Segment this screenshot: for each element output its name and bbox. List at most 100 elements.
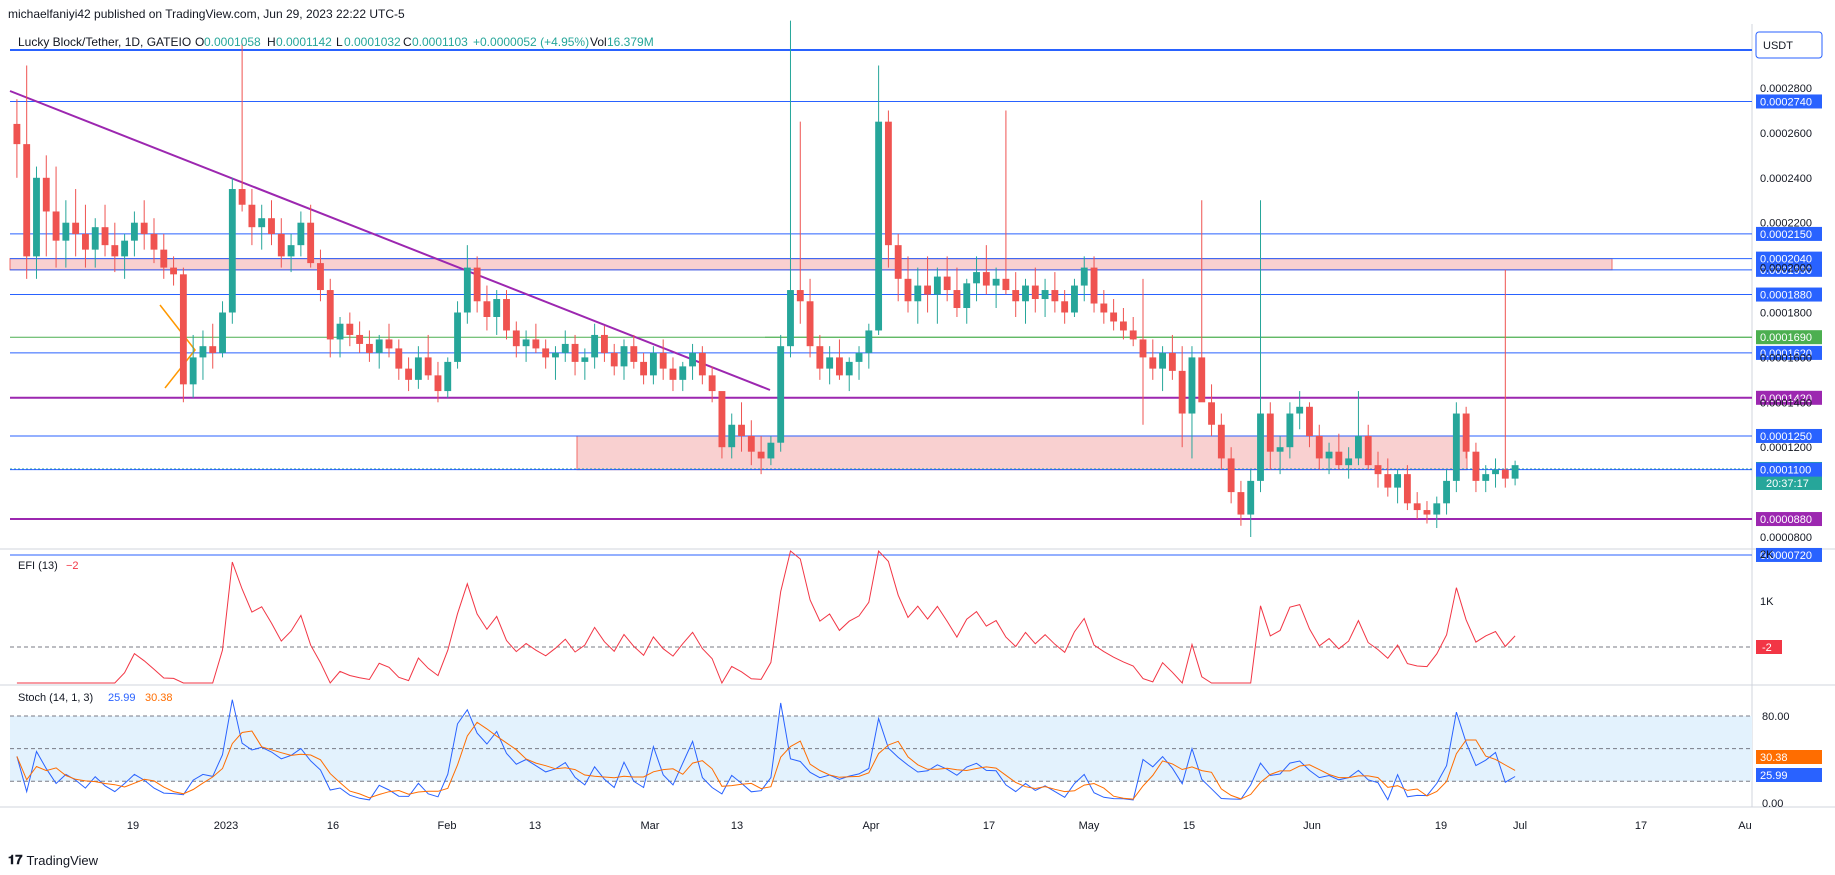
time-tick-label: Feb xyxy=(438,820,457,832)
time-tick-label: 17 xyxy=(1635,820,1647,832)
candle-body xyxy=(689,352,696,367)
candle-body xyxy=(826,357,834,369)
candle-body xyxy=(1041,290,1049,300)
stoch-k-line xyxy=(16,699,1516,801)
candle-body xyxy=(62,222,70,241)
candle-body xyxy=(1443,480,1450,504)
candle-body xyxy=(365,343,373,353)
candle-body xyxy=(1237,492,1245,515)
candle-body xyxy=(179,274,187,385)
triangle-pattern[interactable] xyxy=(159,304,196,389)
candle-body xyxy=(1472,451,1480,481)
price-tick-label: 0.0002600 xyxy=(1760,128,1812,140)
candle-body xyxy=(1080,267,1088,286)
candle-body xyxy=(1511,465,1519,479)
candle-body xyxy=(767,442,775,459)
price-badge[interactable] xyxy=(1756,94,1822,109)
price-badge[interactable] xyxy=(1756,287,1822,302)
support-zone[interactable] xyxy=(576,435,1468,471)
price-badge[interactable] xyxy=(1756,547,1822,562)
candle-body xyxy=(101,227,109,246)
candle-body xyxy=(757,451,765,459)
price-badge[interactable] xyxy=(1756,262,1822,277)
price-badge-label: 0.0000720 xyxy=(1760,550,1812,562)
candle-body xyxy=(130,222,138,241)
tradingview-logo-icon[interactable]: 𝟏𝟕 xyxy=(8,852,23,867)
candle-body xyxy=(1188,357,1196,414)
time-tick-label: May xyxy=(1079,820,1100,832)
efi-pane: EFI (13) −2 2K 1K -2 xyxy=(10,549,1782,685)
price-tick-label: 0.0001600 xyxy=(1760,352,1812,364)
price-badge[interactable] xyxy=(1756,251,1822,266)
price-badge[interactable] xyxy=(1756,512,1822,527)
price-badge[interactable] xyxy=(1756,345,1822,360)
time-axis[interactable]: 19 2023 16 Feb 13 Mar 13 Apr 17 May 15 Jun 19 Jul 17 Au xyxy=(127,820,1752,832)
candle-body xyxy=(1247,480,1255,515)
legend-open-label: O xyxy=(195,35,204,49)
candle-body xyxy=(884,121,892,246)
time-tick-label: 2023 xyxy=(214,820,238,832)
price-badge-label: 0.0001420 xyxy=(1760,393,1812,405)
candle-body xyxy=(238,189,246,205)
candle-body xyxy=(1061,301,1069,313)
candle-body xyxy=(1413,503,1421,511)
price-axis[interactable]: 0.00027400.00021500.00020400.00019900.00… xyxy=(1756,83,1822,562)
price-badge[interactable] xyxy=(1756,462,1822,477)
candle-body xyxy=(72,222,80,234)
candle-body xyxy=(708,375,716,392)
candle-body xyxy=(1100,303,1108,313)
price-badge[interactable] xyxy=(1756,226,1822,241)
stoch-tick-label: 80.00 xyxy=(1762,711,1790,723)
candle-body xyxy=(738,424,745,436)
candle-body xyxy=(1433,503,1441,515)
candle-body xyxy=(1110,312,1118,322)
price-badge[interactable] xyxy=(1756,390,1822,405)
currency-button[interactable] xyxy=(1755,31,1823,59)
time-tick-label: 17 xyxy=(983,820,995,832)
chart-canvas[interactable]: 0.00027400.00021500.00020400.00019900.00… xyxy=(0,0,1835,845)
candle-body xyxy=(1501,469,1509,479)
descending-trendline[interactable] xyxy=(9,90,771,391)
candle-body xyxy=(1208,402,1215,425)
stoch-d-badge-label: 30.38 xyxy=(1760,752,1788,764)
price-badge[interactable] xyxy=(1756,330,1822,345)
candle-body xyxy=(111,245,119,257)
price-tick-label: 0.0001400 xyxy=(1760,397,1812,409)
price-tick-label: 0.0002800 xyxy=(1760,83,1812,95)
price-badge[interactable] xyxy=(1756,428,1822,443)
price-tick-label: 0.0002000 xyxy=(1760,263,1812,275)
trendlines-layer xyxy=(9,90,771,391)
candle-body xyxy=(434,375,442,392)
candle-body xyxy=(924,285,931,295)
candle-body xyxy=(1394,474,1402,488)
candle-body xyxy=(1296,406,1304,414)
resistance-zone[interactable] xyxy=(9,258,1613,271)
price-badge-countdown: 20:37:17 xyxy=(1766,478,1809,490)
candle-body xyxy=(121,240,129,257)
candle-body xyxy=(1315,435,1323,459)
candle-body xyxy=(1071,285,1078,313)
candle-body xyxy=(493,299,501,317)
candle-body xyxy=(42,177,50,212)
candle-body xyxy=(1217,424,1225,459)
candle-body xyxy=(630,346,638,362)
price-tick-label: 0.0000800 xyxy=(1760,532,1812,544)
legend-vol-label: Vol xyxy=(590,35,607,49)
zones-layer xyxy=(9,258,1613,471)
candle-body xyxy=(953,290,961,309)
price-tick-label: 0.0002200 xyxy=(1760,218,1812,230)
legend-high: 0.0001142 xyxy=(276,35,332,49)
efi-line xyxy=(16,549,1516,685)
candle-body xyxy=(228,189,236,313)
efi-tick-label: 1K xyxy=(1760,596,1774,608)
candle-body xyxy=(317,263,324,291)
time-tick-label: 13 xyxy=(731,820,743,832)
time-tick-label: Mar xyxy=(641,820,660,832)
candle-body xyxy=(375,339,383,353)
candle-body xyxy=(728,424,736,448)
grid-layer xyxy=(0,24,1835,808)
candle-body xyxy=(258,218,266,228)
stoch-d-line xyxy=(16,721,1516,800)
candle-body xyxy=(591,334,599,358)
candle-body xyxy=(170,267,177,275)
